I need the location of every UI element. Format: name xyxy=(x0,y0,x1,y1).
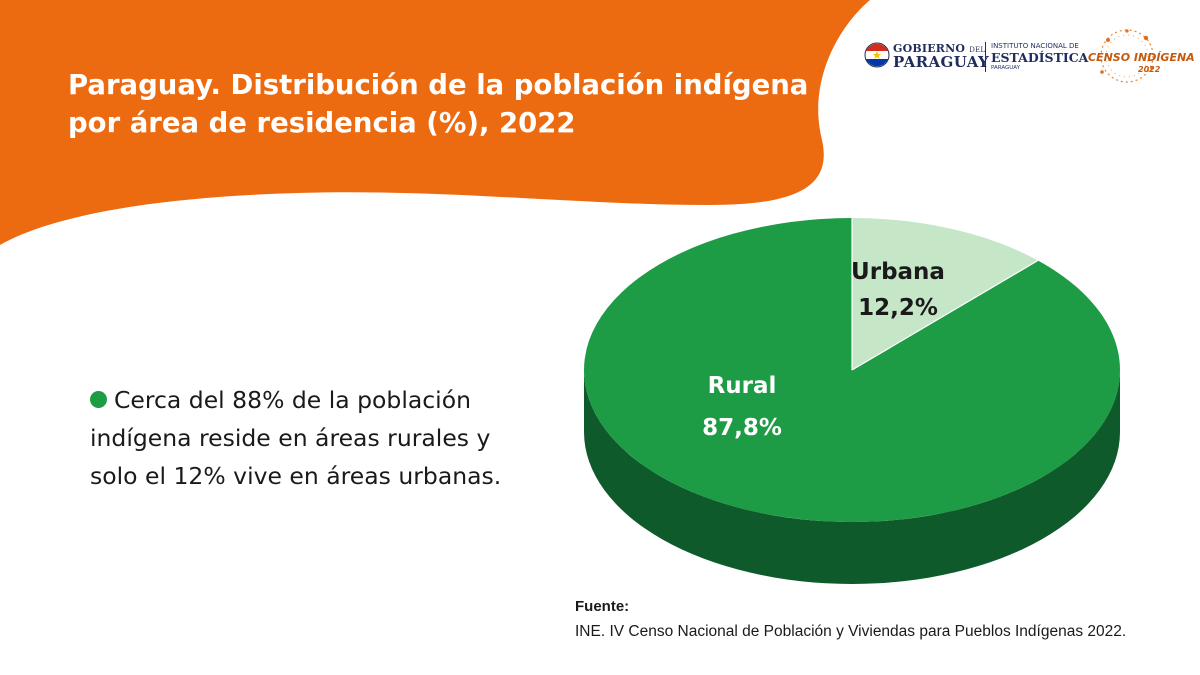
gobierno-logo: GOBIERNO DEL PARAGUAY xyxy=(864,40,989,74)
pie-value-label-rural: 87,8% xyxy=(702,415,782,441)
paraguay-text: PARAGUAY xyxy=(893,53,990,71)
title-line-2: por área de residencia (%), 2022 xyxy=(68,107,576,139)
pie-slice-rural xyxy=(583,218,1120,523)
source-text: INE. IV Censo Nacional de Población y Vi… xyxy=(575,623,1127,640)
pie-side-wall xyxy=(584,370,1120,584)
bullet-dot-icon xyxy=(90,391,107,408)
pie-label-urbana: Urbana xyxy=(851,259,945,285)
gobierno-del-text: DEL xyxy=(969,46,986,54)
ine-line-3: PARAGUAY xyxy=(991,65,1020,71)
gobierno-text: GOBIERNO xyxy=(893,42,966,55)
ine-line-2: ESTADÍSTICA xyxy=(991,50,1089,65)
bullet-text: Cerca del 88% de la población indígena r… xyxy=(90,386,502,490)
paraguay-emblem-icon xyxy=(864,42,890,68)
title-line-1: Paraguay. Distribución de la población i… xyxy=(68,69,809,101)
pie-slice-urbana xyxy=(852,218,1038,370)
censo-year: 2022 xyxy=(1138,65,1161,74)
ine-line-1: INSTITUTO NACIONAL DE xyxy=(991,42,1079,50)
page-title: Paraguay. Distribución de la población i… xyxy=(68,66,828,142)
logo-divider xyxy=(985,42,986,72)
source-label: Fuente: xyxy=(575,598,630,615)
pie-label-rural: Rural xyxy=(708,373,777,399)
ine-logo: INSTITUTO NACIONAL DE ESTADÍSTICA PARAGU… xyxy=(991,42,1088,72)
pie-value-label-urbana: 12,2% xyxy=(858,295,938,321)
pie-slice-divider-1 xyxy=(851,259,1039,371)
censo-decoration-icon xyxy=(1100,29,1154,83)
